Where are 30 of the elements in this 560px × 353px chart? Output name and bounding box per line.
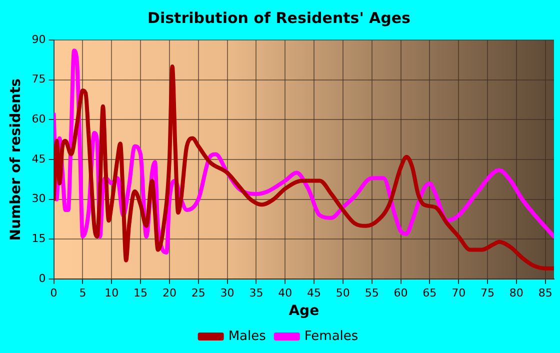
x-tick-label: 50 bbox=[336, 286, 350, 300]
x-tick-label: 5 bbox=[79, 286, 86, 300]
x-tick-label: 30 bbox=[220, 286, 234, 300]
x-tick-label: 35 bbox=[249, 286, 264, 300]
x-tick-label: 75 bbox=[480, 286, 494, 300]
x-tick-label: 10 bbox=[104, 286, 119, 300]
x-tick-label: 80 bbox=[509, 286, 524, 300]
x-tick-label: 45 bbox=[307, 286, 322, 300]
y-tick-label: 15 bbox=[32, 232, 46, 246]
x-tick-label: 25 bbox=[191, 286, 206, 300]
x-tick-label: 20 bbox=[162, 286, 176, 300]
y-tick-label: 60 bbox=[32, 112, 46, 126]
x-tick-label: 65 bbox=[422, 286, 437, 300]
x-tick-label: 40 bbox=[278, 286, 292, 300]
y-tick-label: 75 bbox=[32, 72, 46, 86]
legend-label: Females bbox=[304, 328, 358, 344]
x-tick-label: 70 bbox=[452, 286, 466, 300]
y-axis-title: Number of residents bbox=[8, 78, 24, 241]
chart-title: Distribution of Residents' Ages bbox=[148, 8, 411, 27]
x-tick-label: 15 bbox=[134, 286, 148, 300]
y-tick-label: 0 bbox=[38, 272, 46, 285]
x-tick-label: 0 bbox=[50, 286, 58, 300]
legend-label: Males bbox=[228, 328, 266, 344]
y-tick-label: 45 bbox=[32, 152, 46, 166]
y-tick-label: 90 bbox=[32, 32, 46, 46]
x-axis-title: Age bbox=[288, 303, 320, 320]
x-tick-label: 60 bbox=[394, 286, 408, 300]
y-tick-label: 30 bbox=[32, 192, 46, 206]
x-tick-label: 55 bbox=[364, 286, 379, 300]
x-tick-label: 85 bbox=[538, 286, 552, 300]
